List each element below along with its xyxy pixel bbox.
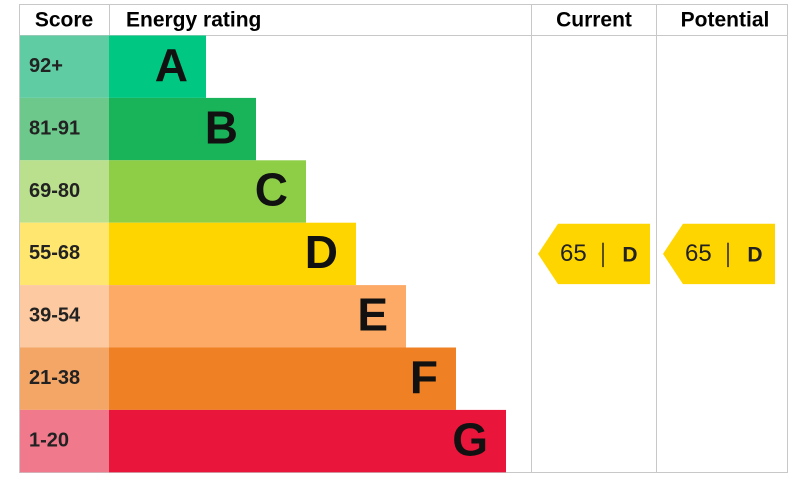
score-label: 55-68 (29, 242, 80, 264)
score-label: 21-38 (29, 367, 80, 389)
rating-bar (109, 222, 356, 286)
rating-pointer (663, 223, 775, 285)
pointer-value: 65 (560, 240, 587, 267)
header: Energy rating (126, 9, 261, 32)
rating-letter: D (305, 226, 338, 278)
score-label: 1-20 (29, 429, 69, 451)
score-label: 39-54 (29, 305, 81, 327)
score-cell (20, 222, 109, 286)
score-label: 69-80 (29, 180, 80, 202)
rating-bar (109, 97, 256, 161)
score-cell (20, 160, 109, 223)
rating-letter: F (410, 351, 438, 403)
rating-letter: G (452, 413, 488, 465)
pointer-rating: D (747, 243, 762, 266)
score-label: 92+ (29, 55, 63, 77)
header: Potential (681, 9, 770, 32)
rating-pointer (538, 223, 650, 285)
rating-bar (109, 160, 306, 223)
rating-letter: C (255, 164, 288, 216)
score-cell (20, 97, 109, 161)
rating-letter: E (357, 288, 388, 340)
score-cell (20, 347, 109, 410)
rating-bar (109, 409, 506, 473)
rating-bar (109, 35, 206, 98)
header: Score (35, 9, 93, 32)
score-cell (20, 35, 109, 98)
score-label: 81-91 (29, 117, 80, 139)
pointer-rating: D (622, 243, 637, 266)
rating-bar (109, 347, 456, 410)
pointer-value: 65 (685, 240, 712, 267)
score-cell (20, 285, 109, 348)
rating-bar (109, 285, 406, 348)
header: Current (556, 9, 632, 32)
score-cell (20, 409, 109, 473)
rating-letter: A (155, 39, 188, 91)
rating-letter: B (205, 101, 238, 153)
